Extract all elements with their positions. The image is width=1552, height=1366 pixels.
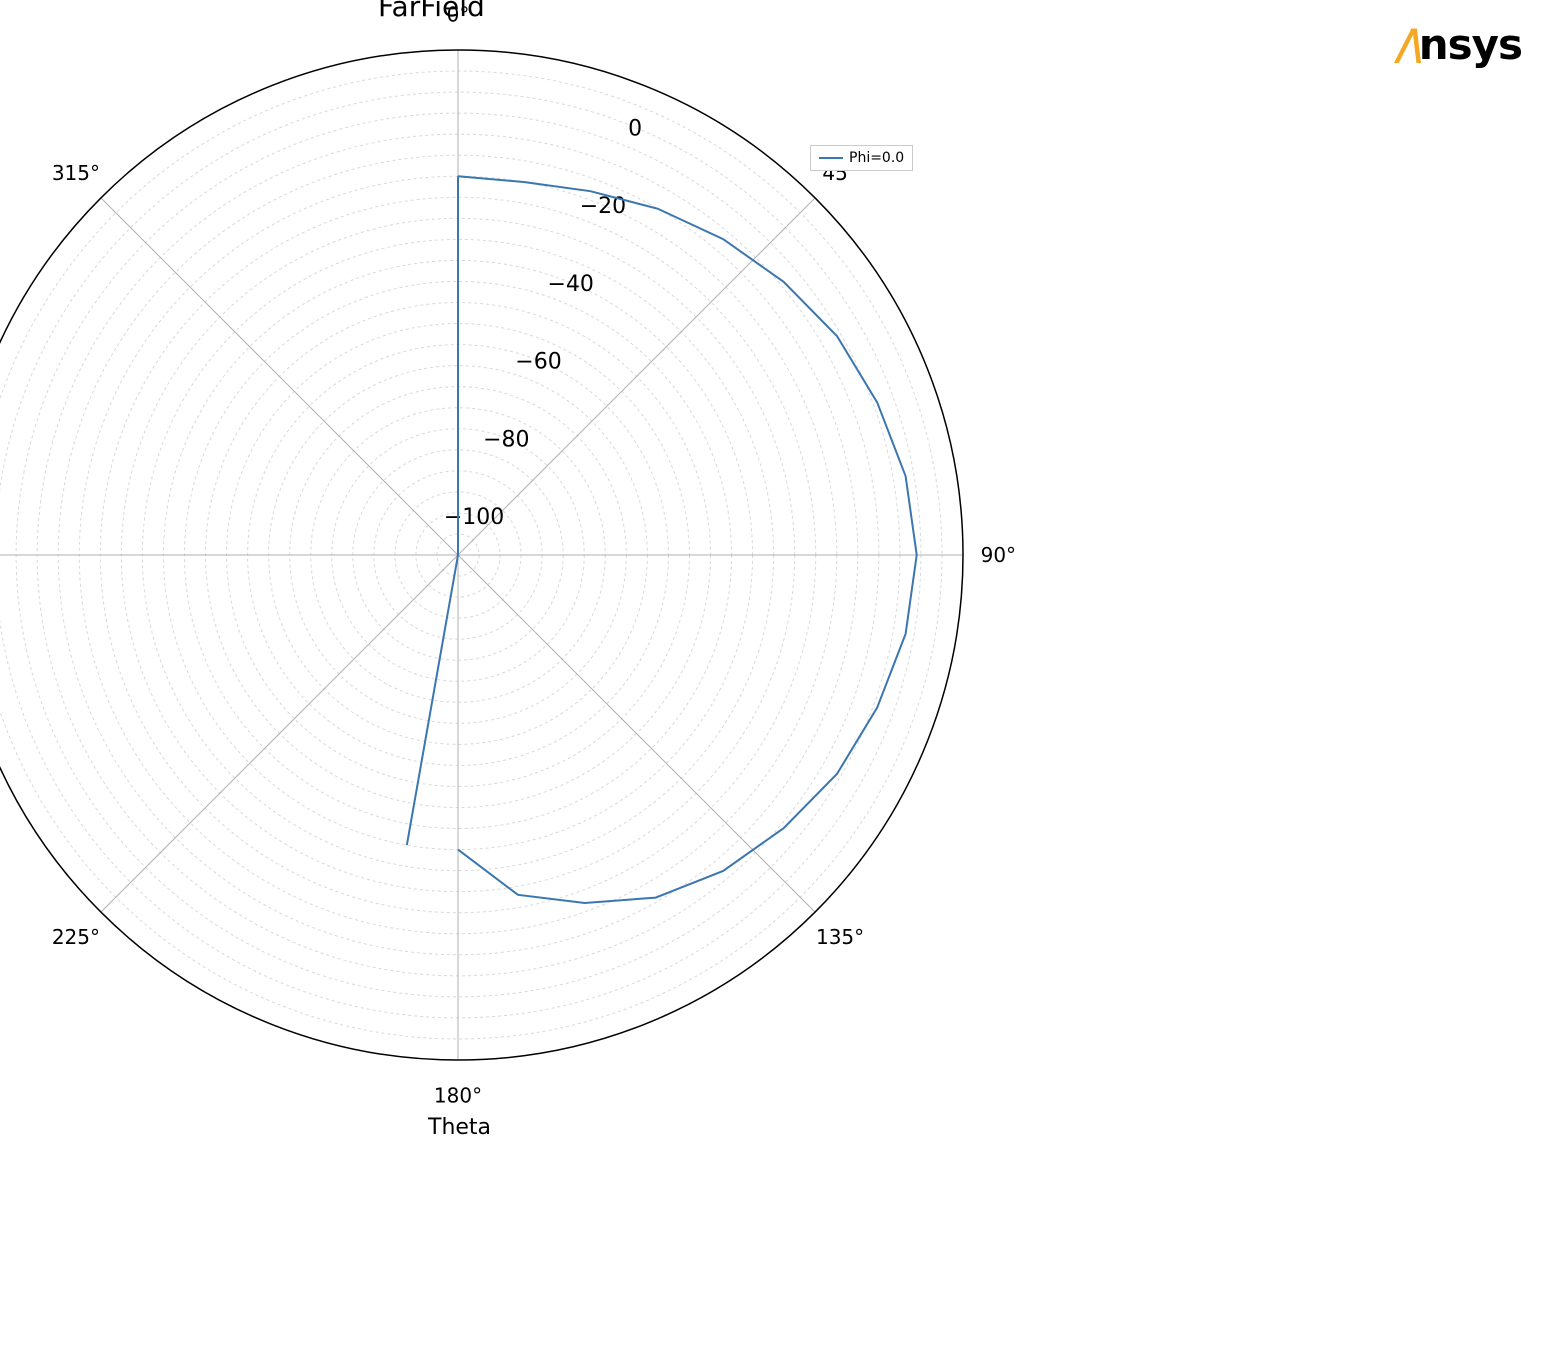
svg-text:0: 0 [628,116,642,141]
svg-text:−60: −60 [515,350,561,375]
svg-text:−40: −40 [548,272,594,297]
svg-text:180°: 180° [434,1083,482,1107]
polar-chart: 0°45°90°135°180°225°270°315°−100−80−60−4… [0,0,1552,1366]
svg-text:−100: −100 [444,505,504,530]
legend-line-swatch [819,157,843,159]
chart-xlabel: Theta [428,1115,491,1140]
legend-label: Phi=0.0 [849,150,904,166]
svg-text:−80: −80 [483,427,529,452]
svg-text:135°: 135° [816,925,864,949]
svg-text:315°: 315° [52,161,100,185]
svg-text:225°: 225° [52,925,100,949]
svg-text:90°: 90° [981,543,1016,567]
chart-title: FarField [378,0,485,23]
chart-legend: Phi=0.0 [810,145,913,171]
